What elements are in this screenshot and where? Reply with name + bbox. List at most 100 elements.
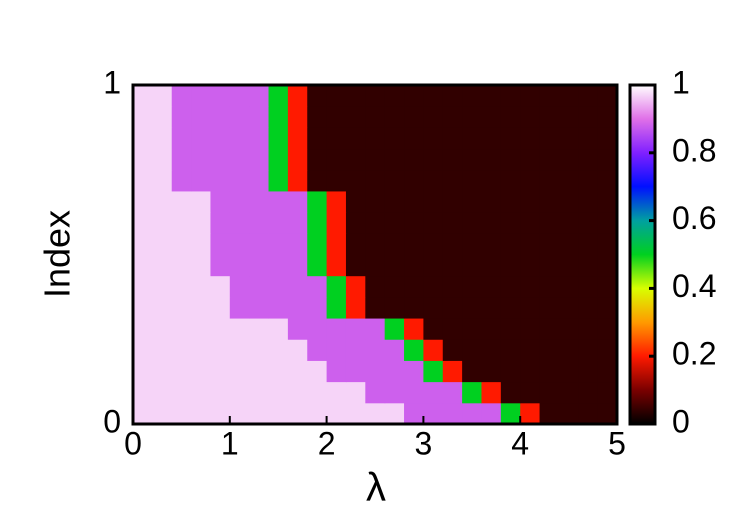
heatmap-cell: [423, 127, 444, 150]
heatmap-cell: [520, 169, 541, 192]
heatmap-cell: [578, 212, 599, 234]
heatmap-cell: [539, 127, 560, 150]
heatmap-cell: [578, 339, 599, 361]
heatmap-cell: [462, 127, 482, 150]
heatmap-cell: [578, 127, 599, 150]
heatmap-cell: [442, 127, 463, 150]
heatmap-cell: [404, 212, 424, 234]
heatmap-cell: [210, 233, 231, 255]
heatmap-cell: [558, 254, 579, 277]
y-axis-label: Index: [37, 210, 78, 298]
heatmap-cell: [307, 275, 328, 298]
heatmap-cell: [500, 318, 521, 340]
heatmap-cell: [558, 85, 579, 107]
heatmap-cell: [520, 339, 541, 361]
heatmap-cell: [481, 106, 502, 128]
heatmap-cell: [229, 275, 250, 298]
heatmap-cell: [171, 127, 192, 150]
heatmap-cell: [578, 402, 599, 425]
heatmap-cell: [345, 402, 366, 425]
heatmap-cell: [345, 339, 366, 361]
heatmap-cell: [152, 381, 173, 404]
heatmap-cell: [597, 127, 618, 150]
heatmap-cell: [307, 339, 328, 361]
heatmap-cell: [423, 360, 444, 383]
heatmap-cell: [133, 190, 153, 213]
heatmap-cell: [210, 148, 231, 171]
heatmap-cell: [268, 360, 289, 383]
heatmap-cell: [229, 169, 250, 192]
heatmap-cell: [268, 254, 289, 277]
heatmap-cell: [287, 296, 308, 319]
heatmap-cell: [171, 296, 192, 319]
heatmap-cell: [558, 339, 579, 361]
heatmap-cell: [462, 318, 482, 340]
heatmap-cell: [249, 296, 270, 319]
heatmap-cell: [404, 190, 424, 213]
heatmap-cell: [133, 339, 153, 361]
heatmap-cell: [597, 212, 618, 234]
heatmap-cell: [442, 402, 463, 425]
heatmap-cell: [191, 190, 211, 213]
heatmap-cell: [500, 127, 521, 150]
heatmap-cell: [268, 402, 289, 425]
heatmap-cell: [287, 381, 308, 404]
heatmap-cell: [423, 296, 444, 319]
x-tick-label: 0: [124, 425, 142, 461]
heatmap-cell: [152, 318, 173, 340]
heatmap-cell: [462, 148, 482, 171]
heatmap-cell: [229, 360, 250, 383]
heatmap-cell: [210, 402, 231, 425]
heatmap-cell: [249, 85, 270, 107]
heatmap-cell: [365, 339, 386, 361]
heatmap-cell: [191, 254, 211, 277]
heatmap-cell: [365, 127, 386, 150]
heatmap-cell: [597, 233, 618, 255]
heatmap-cell: [229, 190, 250, 213]
heatmap-cell: [171, 339, 192, 361]
heatmap-cell: [481, 275, 502, 298]
heatmap-cell: [500, 381, 521, 404]
heatmap-cell: [287, 254, 308, 277]
heatmap-cell: [210, 339, 231, 361]
heatmap-cell: [365, 190, 386, 213]
heatmap-cell: [500, 339, 521, 361]
heatmap-cell: [287, 212, 308, 234]
heatmap-cell: [481, 296, 502, 319]
heatmap-cell: [249, 127, 270, 150]
heatmap-cell: [578, 381, 599, 404]
heatmap-cell: [578, 169, 599, 192]
heatmap-cell: [539, 85, 560, 107]
heatmap-cell: [210, 190, 231, 213]
heatmap-cell: [558, 296, 579, 319]
heatmap-cell: [191, 212, 211, 234]
heatmap-cell: [578, 190, 599, 213]
heatmap-cell: [500, 106, 521, 128]
heatmap-cell: [481, 360, 502, 383]
heatmap-cell: [404, 360, 424, 383]
heatmap-cell: [481, 339, 502, 361]
heatmap-cell: [152, 233, 173, 255]
heatmap-cell: [578, 318, 599, 340]
heatmap-cell: [287, 190, 308, 213]
heatmap-cell: [345, 275, 366, 298]
heatmap-cell: [365, 318, 386, 340]
heatmap-cell: [539, 296, 560, 319]
heatmap-cell: [210, 106, 231, 128]
heatmap-cell: [597, 402, 618, 425]
heatmap-cell: [442, 233, 463, 255]
heatmap-cell: [171, 360, 192, 383]
heatmap-cell: [597, 339, 618, 361]
heatmap-cell: [268, 275, 289, 298]
heatmap-cell: [171, 275, 192, 298]
heatmap-cell: [133, 106, 153, 128]
heatmap-cell: [404, 148, 424, 171]
heatmap-cell: [249, 148, 270, 171]
heatmap-cell: [462, 402, 482, 425]
heatmap-cell: [597, 296, 618, 319]
heatmap-cell: [365, 275, 386, 298]
heatmap-cell: [152, 275, 173, 298]
heatmap-cell: [500, 148, 521, 171]
heatmap-cell: [558, 190, 579, 213]
heatmap-cell: [307, 381, 328, 404]
